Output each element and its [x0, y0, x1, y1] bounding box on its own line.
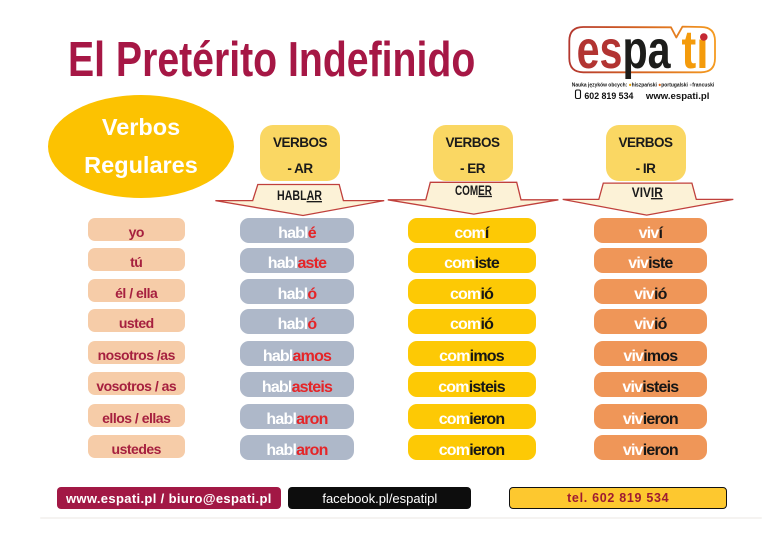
svg-text:tı: tı [682, 20, 709, 80]
svg-text:espa: espa [577, 20, 672, 80]
svg-text:COMER: COMER [455, 183, 492, 198]
svg-text:602 819 534: 602 819 534 [584, 91, 634, 102]
svg-text:VIVIR: VIVIR [632, 185, 663, 200]
svg-text:HABLAR: HABLAR [277, 188, 322, 203]
svg-text:Nauka języków obcych: ●hiszpań: Nauka języków obcych: ●hiszpański ●portu… [572, 83, 715, 89]
svg-text:www.espati.pl: www.espati.pl [645, 91, 710, 102]
